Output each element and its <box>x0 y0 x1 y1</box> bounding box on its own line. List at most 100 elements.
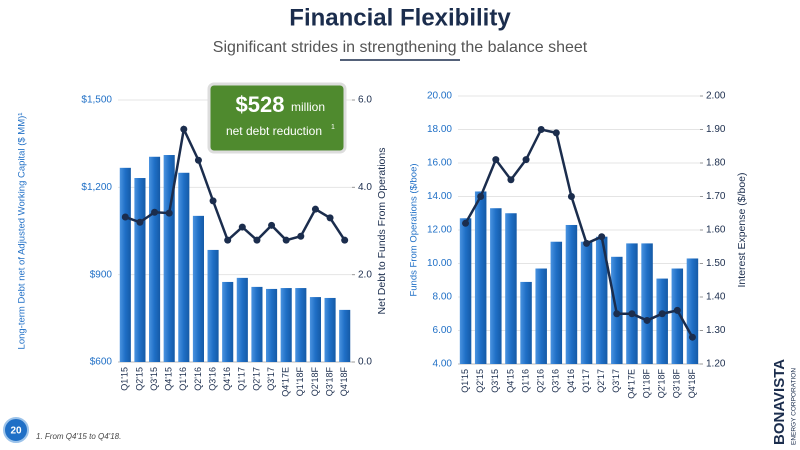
y-tick-label: 14.00 <box>427 191 452 202</box>
y-tick-label: 8.00 <box>433 292 453 303</box>
callout-amount: $528 <box>236 92 285 117</box>
y2-tick-label: 1.80 <box>706 158 726 169</box>
line <box>124 125 346 243</box>
x-tick-label: Q1'15 <box>460 369 470 393</box>
y-tick-label: $900 <box>90 269 113 280</box>
line-point <box>253 236 261 244</box>
x-tick-label: Q3'17 <box>611 369 621 393</box>
bar <box>236 277 248 362</box>
y-tick-label: 6.00 <box>433 325 453 336</box>
bar <box>641 243 653 364</box>
x-tick-label: Q2'17 <box>596 369 606 393</box>
bar <box>520 281 532 364</box>
x-tick-label: Q2'15 <box>134 367 144 391</box>
y2-tick-label: 1.30 <box>706 325 726 336</box>
y2-tick-label: 2.00 <box>706 91 726 102</box>
line-point <box>507 176 515 184</box>
footnote: 1. From Q4'15 to Q4'18. <box>36 432 121 441</box>
x-tick-label: Q3'18F <box>672 368 682 398</box>
y2-tick-label: 1.70 <box>706 191 726 202</box>
title: Financial Flexibility <box>289 4 511 31</box>
line-point <box>151 208 159 216</box>
x-tick-label: Q3'15 <box>149 367 159 391</box>
line-point <box>643 316 651 324</box>
x-tick-label: Q3'16 <box>551 369 561 393</box>
line-point <box>297 232 305 240</box>
y-tick-label: 20.00 <box>427 91 452 102</box>
y2-tick-label: 1.60 <box>706 225 726 236</box>
bar <box>671 268 684 364</box>
y-tick-label: $600 <box>90 357 113 368</box>
x-tick-label: Q1'15 <box>120 367 130 391</box>
line-point <box>492 156 500 164</box>
bar <box>222 281 234 362</box>
y-axis-label: Funds From Operations ($/boe) <box>409 163 420 296</box>
line-point <box>136 218 144 226</box>
bar <box>134 178 146 362</box>
callout-box <box>207 82 347 154</box>
line-point <box>238 223 246 231</box>
x-tick-label: Q1'18F <box>295 366 305 396</box>
bar <box>266 288 278 362</box>
bar <box>280 288 292 362</box>
x-tick-label: Q4'15 <box>505 369 515 393</box>
y-tick-label: 10.00 <box>427 258 452 269</box>
line-point <box>567 193 575 200</box>
bar <box>686 258 699 364</box>
bar <box>474 191 487 364</box>
x-tick-label: Q1'18F <box>641 368 651 398</box>
x-tick-label: Q3'15 <box>490 369 500 393</box>
bar <box>324 297 336 362</box>
x-tick-label: Q1'16 <box>520 369 530 393</box>
line-point <box>537 126 545 133</box>
bar <box>626 243 638 364</box>
line-point <box>477 193 485 200</box>
x-tick-label: Q2'18F <box>310 366 320 396</box>
bar <box>490 208 502 364</box>
line-point <box>311 205 319 213</box>
callout-text: net debt reduction <box>226 124 322 138</box>
bar <box>535 268 547 364</box>
line-point <box>583 239 591 247</box>
x-tick-label: Q1'16 <box>178 367 188 391</box>
bar <box>207 249 219 362</box>
bar <box>656 278 668 364</box>
line-point <box>282 236 290 244</box>
line-point <box>341 236 349 244</box>
line-point <box>673 306 681 314</box>
page-badge <box>3 417 29 443</box>
line <box>464 128 694 338</box>
x-tick-label: Q2'18F <box>657 368 667 398</box>
y-tick-label: $1,500 <box>81 95 112 106</box>
line-point <box>462 219 470 227</box>
bar <box>309 297 321 362</box>
bar <box>149 156 161 362</box>
line-point <box>522 156 530 164</box>
x-tick-label: Q3'18F <box>324 366 334 396</box>
bar <box>295 288 307 362</box>
bar <box>339 309 351 362</box>
logo-sub: ENERGY CORPORATION <box>791 368 798 445</box>
x-tick-label: Q4'18F <box>687 368 697 398</box>
line-point <box>194 156 202 164</box>
y2-tick-label: 0.0 <box>358 357 372 368</box>
bar <box>565 224 578 364</box>
line-point <box>180 125 188 133</box>
x-tick-label: Q3'16 <box>207 367 217 391</box>
page-number: 20 <box>10 426 22 437</box>
logo: BONAVISTA <box>771 359 788 445</box>
x-tick-label: Q1'17 <box>237 367 247 391</box>
bar <box>119 167 131 362</box>
bar <box>459 218 472 364</box>
y-axis-label: Long-term Debt net of Adjusted Working C… <box>17 113 28 350</box>
x-tick-label: Q4'16 <box>566 369 576 393</box>
x-tick-label: Q2'16 <box>536 369 546 393</box>
x-tick-label: Q4'17E <box>626 369 636 399</box>
y2-tick-label: 4.0 <box>358 182 372 193</box>
callout-unit: million <box>291 100 325 114</box>
y2-tick-label: 1.90 <box>706 124 726 135</box>
line-point <box>552 129 560 137</box>
callout-note: 1 <box>331 124 335 131</box>
y2-tick-label: 1.50 <box>706 258 726 269</box>
